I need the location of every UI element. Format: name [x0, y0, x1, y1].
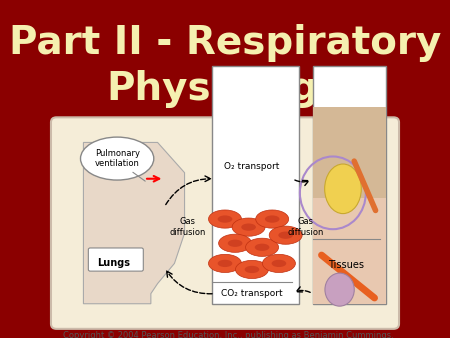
Ellipse shape — [218, 215, 232, 223]
FancyArrowPatch shape — [322, 255, 374, 298]
Text: Lungs: Lungs — [97, 259, 130, 268]
Ellipse shape — [218, 260, 232, 267]
FancyBboxPatch shape — [212, 66, 299, 304]
Text: Pulmonary
ventilation: Pulmonary ventilation — [94, 149, 140, 168]
Ellipse shape — [81, 137, 154, 180]
Ellipse shape — [262, 254, 295, 272]
Ellipse shape — [245, 266, 259, 273]
Ellipse shape — [279, 232, 293, 239]
FancyBboxPatch shape — [88, 248, 143, 271]
FancyBboxPatch shape — [313, 107, 386, 239]
FancyBboxPatch shape — [51, 117, 399, 329]
Text: Copyright © 2004 Pearson Education, Inc., publishing as Benjamin Cummings.: Copyright © 2004 Pearson Education, Inc.… — [63, 331, 394, 338]
Ellipse shape — [228, 240, 243, 247]
Ellipse shape — [325, 273, 354, 306]
Text: Physiology: Physiology — [106, 70, 344, 108]
Ellipse shape — [219, 234, 252, 252]
Ellipse shape — [324, 164, 361, 214]
FancyArrowPatch shape — [354, 161, 376, 211]
Ellipse shape — [208, 254, 242, 272]
Ellipse shape — [241, 223, 256, 231]
Ellipse shape — [256, 210, 289, 228]
Text: CO₂ transport: CO₂ transport — [221, 289, 283, 298]
Text: Gas
diffusion: Gas diffusion — [170, 217, 206, 237]
Ellipse shape — [235, 260, 269, 279]
FancyBboxPatch shape — [313, 66, 386, 304]
Ellipse shape — [255, 244, 270, 251]
FancyBboxPatch shape — [313, 198, 386, 304]
Text: Part II - Respiratory: Part II - Respiratory — [9, 24, 441, 62]
Ellipse shape — [232, 218, 265, 236]
Ellipse shape — [269, 226, 302, 244]
Text: O₂ transport: O₂ transport — [224, 162, 279, 171]
Polygon shape — [83, 142, 184, 304]
Ellipse shape — [265, 215, 279, 223]
Ellipse shape — [246, 238, 279, 256]
Text: Gas
diffusion: Gas diffusion — [288, 217, 324, 237]
Ellipse shape — [208, 210, 242, 228]
Text: Tissues: Tissues — [328, 260, 364, 270]
Ellipse shape — [272, 260, 286, 267]
